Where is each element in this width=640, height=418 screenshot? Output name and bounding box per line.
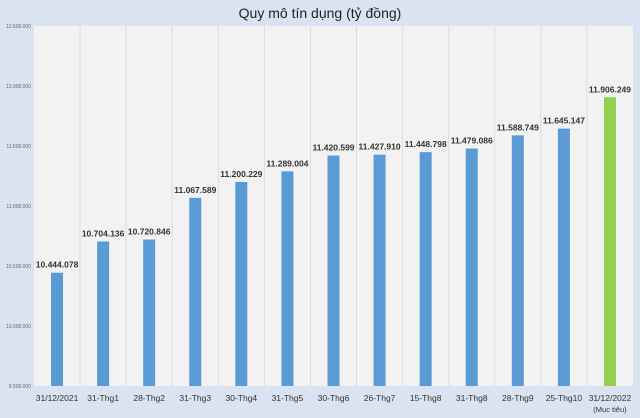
bar [143,239,156,386]
data-label: 11.067.589 [174,185,216,195]
data-label: 11.588.749 [497,122,539,132]
data-label: 10.704.136 [82,229,125,239]
y-tick-label: 10.500.000 [6,264,31,270]
x-tick-label: 31-Thg5 [272,393,304,403]
y-tick-label: 12.000.000 [6,84,31,90]
data-label: 10.720.846 [128,226,171,236]
x-tick-label: 31/12/2021 [36,393,79,403]
bar [465,148,478,386]
x-tick-label: 30-Thg4 [226,393,258,403]
bar [557,128,570,386]
bar [97,241,110,386]
data-label: 11.200.229 [220,169,262,179]
data-label: 11.420.599 [312,143,354,153]
y-tick-label: 9.500.000 [9,384,31,390]
x-tick-label: 31/12/2022 [589,393,632,403]
bar [235,181,248,386]
data-label: 11.645.147 [543,116,585,126]
x-tick-label: 28-Thg9 [502,393,534,403]
bar [373,154,386,386]
x-tick-label: 15-Thg8 [410,393,442,403]
x-tick-label: 28-Thg2 [133,393,165,403]
x-tick-label: 30-Thg6 [318,393,350,403]
chart-title: Quy mô tín dụng (tỷ đồng) [238,5,402,21]
data-label: 11.289.004 [266,158,308,168]
bar [419,152,432,386]
y-tick-label: 11.500.000 [6,144,31,150]
data-label: 11.427.910 [359,142,401,152]
data-label: 11.479.086 [451,136,493,146]
y-tick-label: 10.000.000 [6,324,31,330]
y-tick-label: 12.500.000 [6,24,31,30]
x-tick-label: 25-Thg10 [546,393,583,403]
data-label: 11.448.798 [405,139,447,149]
bar [281,171,294,386]
x-tick-label: 31-Thg8 [456,393,488,403]
x-tick-label: (Mục tiêu) [593,405,627,414]
bar [51,272,64,386]
x-tick-label: 31-Thg3 [179,393,211,403]
data-label: 11.906.249 [589,84,631,94]
bar [603,97,616,386]
bar [327,155,340,386]
x-tick-label: 26-Thg7 [364,393,396,403]
bar [511,135,524,386]
x-tick-label: 31-Thg1 [87,393,119,403]
data-label: 10.444.078 [36,260,79,270]
y-tick-label: 11.000.000 [6,204,31,210]
bar [189,197,202,386]
